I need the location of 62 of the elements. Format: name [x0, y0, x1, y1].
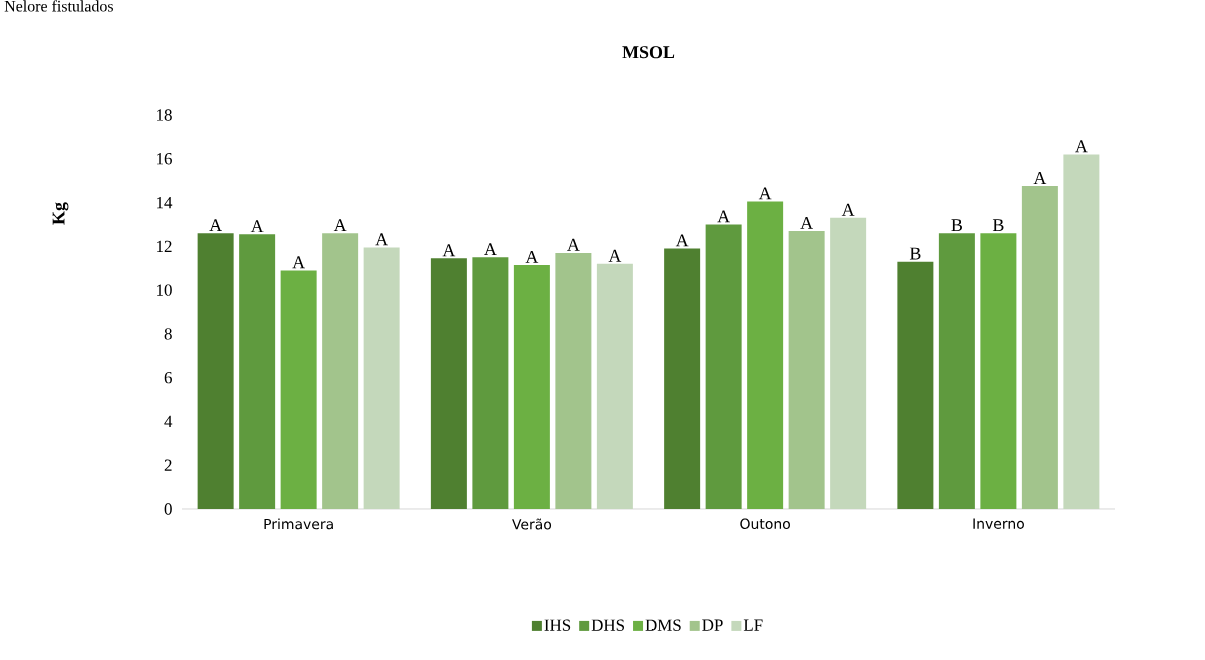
- data-label: B: [909, 247, 921, 260]
- data-label: A: [675, 234, 689, 247]
- bar: [596, 263, 633, 509]
- y-tick-label: 16: [157, 153, 172, 165]
- bar: [788, 231, 825, 509]
- y-tick-label: 2: [164, 459, 172, 471]
- data-label: A: [292, 256, 305, 269]
- chart-title: MSOL: [622, 46, 675, 59]
- x-tick-label: Verão: [512, 518, 552, 530]
- bar: [664, 248, 701, 509]
- bar: [430, 258, 467, 509]
- legend-label: DP: [702, 619, 723, 631]
- data-label: A: [375, 233, 388, 246]
- bar: [1021, 186, 1058, 509]
- bar: [830, 217, 867, 509]
- data-label: A: [841, 203, 855, 216]
- bar: [747, 201, 784, 509]
- y-tick-label: 10: [157, 284, 172, 296]
- bar: [363, 247, 400, 509]
- legend-label: IHS: [544, 619, 571, 631]
- data-label: A: [333, 219, 347, 231]
- bar: [280, 270, 317, 509]
- data-label: A: [442, 244, 456, 257]
- data-label: A: [525, 250, 539, 263]
- data-label: A: [717, 210, 730, 223]
- y-tick-label: 6: [164, 371, 172, 384]
- data-label: A: [567, 238, 580, 251]
- data-label: B: [992, 219, 1004, 231]
- data-label: A: [484, 243, 497, 256]
- y-tick-label: 14: [157, 196, 173, 209]
- data-label: A: [758, 187, 772, 200]
- bar: [322, 233, 359, 509]
- bar: [938, 233, 975, 509]
- bar: [513, 264, 550, 509]
- bar: [705, 224, 742, 509]
- data-label: A: [209, 219, 222, 231]
- legend-label: DMS: [645, 619, 681, 631]
- y-tick-label: 12: [157, 240, 172, 252]
- bar: [555, 252, 592, 509]
- legend-label: DHS: [591, 619, 624, 631]
- bar: [1063, 154, 1100, 509]
- x-tick-label: Inverno: [973, 518, 1024, 529]
- data-label: A: [800, 216, 813, 229]
- data-label: B: [951, 219, 962, 231]
- bar: [472, 257, 509, 509]
- bar: [980, 233, 1017, 509]
- bar: [197, 233, 234, 509]
- data-label: A: [1033, 172, 1047, 184]
- y-tick-label: 4: [164, 415, 173, 427]
- text: Nelore fistulados: [4, 0, 113, 12]
- y-axis-title: Kg: [52, 202, 69, 225]
- bar: [239, 234, 276, 509]
- y-tick-label: 18: [157, 109, 172, 121]
- x-tick-label: Outono: [740, 518, 790, 530]
- y-tick-label: 8: [164, 328, 172, 340]
- legend-label: LF: [743, 619, 763, 631]
- x-tick-label: Primavera: [264, 518, 333, 530]
- bar: [897, 261, 934, 509]
- data-label: A: [608, 249, 622, 262]
- data-label: A: [1075, 140, 1088, 153]
- data-label: A: [250, 220, 264, 233]
- y-tick-label: 0: [164, 503, 172, 515]
